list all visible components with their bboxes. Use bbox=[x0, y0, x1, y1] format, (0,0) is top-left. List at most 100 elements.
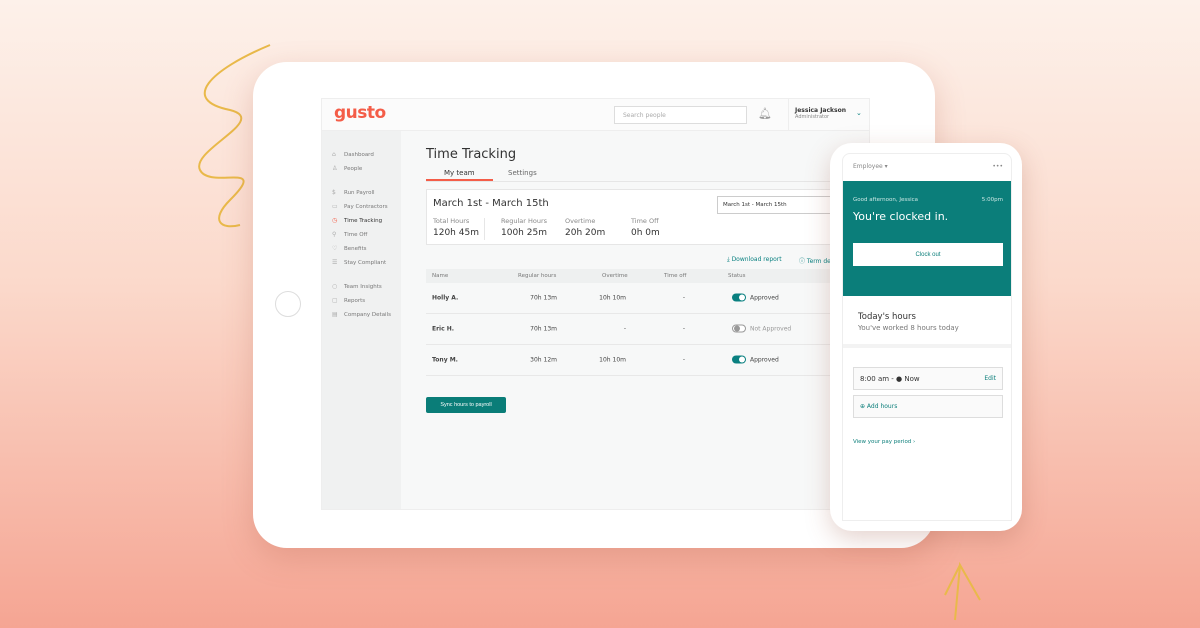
view-pay-period-link[interactable]: View your pay period › bbox=[853, 439, 916, 445]
phone-frame: Employee ▾ ••• Good afternoon, Jessica 5:… bbox=[830, 143, 1022, 531]
approval-toggle[interactable] bbox=[732, 355, 746, 364]
greeting: Good afternoon, Jessica bbox=[853, 197, 919, 203]
decorative-scribble bbox=[198, 44, 271, 228]
sidebar-item-label: People bbox=[344, 165, 363, 172]
person-icon: ♙ bbox=[332, 165, 338, 172]
user-role: Administrator bbox=[795, 114, 830, 120]
sidebar-item-label: Time Tracking bbox=[344, 217, 383, 224]
heart-icon: ♡ bbox=[332, 245, 338, 252]
sidebar-item-label: Pay Contractors bbox=[344, 203, 388, 210]
period-title: March 1st - March 15th bbox=[433, 198, 549, 209]
sidebar-item-dashboard[interactable]: ⌂ Dashboard bbox=[332, 151, 374, 158]
approval-toggle[interactable] bbox=[732, 293, 746, 302]
time-off: - bbox=[682, 356, 685, 364]
table-row: Holly A. 70h 13m 10h 10m - Approved bbox=[426, 283, 869, 314]
search-input[interactable]: Search people bbox=[614, 106, 747, 124]
clock-out-button[interactable]: Clock out bbox=[853, 243, 1003, 266]
stat-overtime: Overtime 20h 20m bbox=[565, 217, 606, 238]
employee-name: Eric H. bbox=[432, 325, 455, 333]
terms-link[interactable]: ⓘ Term de bbox=[799, 258, 831, 265]
tab-my-team[interactable]: My team bbox=[444, 169, 475, 177]
sidebar-item-label: Run Payroll bbox=[344, 189, 375, 196]
home-icon: ⌂ bbox=[332, 151, 336, 158]
user-name: Jessica Jackson bbox=[795, 107, 846, 114]
sidebar-item-stay-compliant[interactable]: ☰ Stay Compliant bbox=[332, 259, 386, 266]
add-hours-button[interactable]: ⊕ Add hours bbox=[853, 395, 1003, 418]
table-header: Name Regular hours Overtime Time off Sta… bbox=[426, 269, 869, 283]
tab-divider bbox=[426, 181, 869, 182]
sidebar-item-label: Team Insights bbox=[344, 283, 382, 290]
sidebar: ⌂ Dashboard ♙ People $ Run Payroll ▭ Pay Contra… bbox=[322, 131, 401, 509]
sidebar-item-pay-contractors[interactable]: ▭ Pay Contractors bbox=[332, 203, 388, 210]
clock-status: You're clocked in. bbox=[853, 210, 949, 223]
employee-name: Tony M. bbox=[432, 356, 458, 364]
status: Not Approved bbox=[732, 324, 791, 333]
sidebar-item-company-details[interactable]: ▤ Company Details bbox=[332, 311, 391, 318]
stat-time-off: Time Off 0h 0m bbox=[631, 217, 660, 238]
palm-icon: ⚲ bbox=[332, 231, 337, 238]
mobile-app: Employee ▾ ••• Good afternoon, Jessica 5:… bbox=[842, 153, 1012, 521]
today-title: Today's hours bbox=[858, 312, 916, 322]
current-time: 5:00pm bbox=[981, 197, 1003, 203]
employee-name: Holly A. bbox=[432, 294, 459, 302]
regular-hours: 70h 13m bbox=[530, 325, 557, 333]
clock-panel: Good afternoon, Jessica 5:00pm You're cl… bbox=[843, 181, 1011, 296]
dollar-icon: $ bbox=[332, 189, 336, 196]
tab-settings[interactable]: Settings bbox=[508, 169, 537, 177]
sidebar-item-benefits[interactable]: ♡ Benefits bbox=[332, 245, 367, 252]
chevron-down-icon[interactable]: ⌄ bbox=[856, 109, 862, 117]
sidebar-item-time-tracking[interactable]: ◷ Time Tracking bbox=[332, 217, 382, 224]
download-report-link[interactable]: ⤓ Download report bbox=[727, 256, 782, 263]
overtime: 10h 10m bbox=[599, 356, 626, 364]
sidebar-item-time-off[interactable]: ⚲ Time Off bbox=[332, 231, 367, 238]
stat-regular: Regular Hours 100h 25m bbox=[501, 217, 548, 238]
decorative-arrow bbox=[944, 561, 981, 621]
user-menu[interactable]: Jessica Jackson Administrator bbox=[788, 99, 869, 131]
date-range-select[interactable]: March 1st - March 15th bbox=[717, 196, 847, 214]
report-icon: ▢ bbox=[332, 297, 338, 304]
sidebar-item-label: Stay Compliant bbox=[344, 259, 387, 266]
sidebar-item-label: Reports bbox=[344, 297, 366, 304]
sidebar-item-label: Time Off bbox=[344, 231, 368, 238]
more-icon[interactable]: ••• bbox=[992, 163, 1003, 170]
bell-icon[interactable]: 🔔︎ bbox=[758, 107, 772, 120]
divider bbox=[484, 218, 485, 240]
divider bbox=[843, 344, 1011, 348]
sidebar-item-reports[interactable]: ▢ Reports bbox=[332, 297, 365, 304]
sidebar-item-run-payroll[interactable]: $ Run Payroll bbox=[332, 189, 375, 196]
building-icon: ▤ bbox=[332, 311, 338, 318]
sidebar-item-team-insights[interactable]: ○ Team Insights bbox=[332, 283, 382, 290]
edit-button[interactable]: Edit bbox=[984, 375, 996, 382]
time-off: - bbox=[682, 294, 685, 302]
desktop-app: gusto Search people 🔔︎ Jessica Jackson Ad… bbox=[321, 98, 870, 510]
status: Approved bbox=[732, 355, 779, 364]
list-icon: ☰ bbox=[332, 259, 338, 266]
chat-icon: ○ bbox=[332, 283, 338, 290]
overtime: 10h 10m bbox=[599, 294, 626, 302]
regular-hours: 30h 12m bbox=[530, 356, 557, 364]
time-off: - bbox=[682, 325, 685, 333]
today-subtitle: You've worked 8 hours today bbox=[858, 324, 959, 332]
stat-total: Total Hours 120h 45m bbox=[433, 217, 479, 238]
summary-card: March 1st - March 15th Total Hours 120h 4… bbox=[426, 189, 866, 245]
top-bar: gusto Search people 🔔︎ Jessica Jackson Ad… bbox=[322, 99, 869, 131]
time-entry: 8:00 am - ● Now Edit bbox=[853, 367, 1003, 390]
status: Approved bbox=[732, 293, 779, 302]
clock-icon: ◷ bbox=[332, 217, 338, 224]
approval-toggle[interactable] bbox=[732, 324, 746, 333]
sidebar-item-label: Benefits bbox=[344, 245, 367, 252]
active-tab-indicator bbox=[426, 179, 493, 181]
regular-hours: 70h 13m bbox=[530, 294, 557, 302]
table-row: Eric H. 70h 13m - - Not Approved bbox=[426, 314, 869, 345]
overtime: - bbox=[623, 325, 626, 333]
sidebar-item-people[interactable]: ♙ People bbox=[332, 165, 362, 172]
mobile-header: Employee ▾ ••• bbox=[843, 154, 1011, 181]
gusto-logo: gusto bbox=[334, 103, 386, 123]
tablet-home-button bbox=[275, 291, 301, 317]
card-icon: ▭ bbox=[332, 203, 338, 210]
sidebar-item-label: Dashboard bbox=[344, 151, 374, 158]
page-title: Time Tracking bbox=[426, 147, 517, 162]
role-dropdown[interactable]: Employee ▾ bbox=[853, 163, 888, 170]
table-row: Tony M. 30h 12m 10h 10m - Approved bbox=[426, 345, 869, 376]
sync-hours-button[interactable]: Sync hours to payroll bbox=[426, 397, 506, 413]
